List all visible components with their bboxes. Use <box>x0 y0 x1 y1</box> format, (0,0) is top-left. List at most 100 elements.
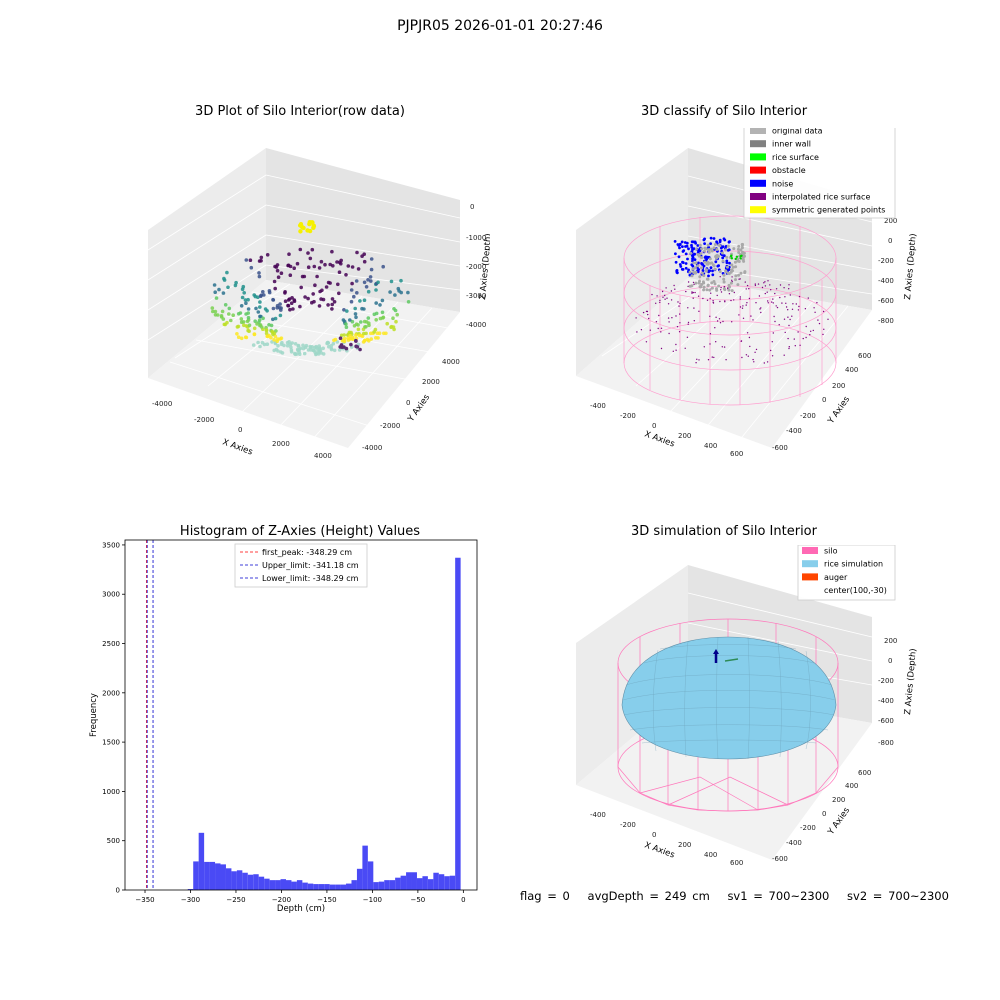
histogram-bar <box>378 881 385 890</box>
classify-point <box>711 356 713 358</box>
classify-point <box>680 240 684 244</box>
histogram-bar <box>411 872 417 890</box>
raw-point <box>358 299 362 303</box>
classify-point <box>706 243 710 247</box>
raw-point <box>278 313 283 318</box>
classify-point <box>709 266 713 270</box>
classify-point <box>745 354 748 356</box>
classify-point <box>661 290 664 293</box>
classify-point <box>787 309 789 311</box>
raw-left-pane <box>148 148 266 378</box>
classify-point <box>722 280 726 284</box>
classify-xtick: -400 <box>590 402 606 410</box>
classify-3d-plot: -400 -200 0 200 400 600 -600 -400 -200 0… <box>576 128 919 458</box>
classify-point <box>731 265 735 269</box>
simulation-ytick: 200 <box>832 796 845 804</box>
classify-point <box>771 301 773 303</box>
classify-point <box>773 315 775 318</box>
classify-point <box>720 291 723 293</box>
raw-point <box>394 319 398 324</box>
raw-point <box>283 299 288 303</box>
classify-xlabel: X Axies <box>643 429 676 449</box>
raw-point <box>242 323 246 328</box>
histogram-xtick-label: −300 <box>181 896 200 904</box>
histogram-bar <box>427 879 434 890</box>
classify-point <box>737 273 741 277</box>
classify-point <box>740 246 744 250</box>
raw-point <box>301 225 306 231</box>
raw-point <box>214 296 219 300</box>
classify-point <box>687 268 690 272</box>
classify-point <box>727 283 731 287</box>
raw-point <box>272 338 276 342</box>
legend-label: noise <box>772 179 793 188</box>
classify-point <box>703 237 706 241</box>
raw-point <box>380 310 385 315</box>
classify-point <box>798 295 801 298</box>
classify-point <box>700 266 704 270</box>
raw-point <box>271 317 275 322</box>
histogram-bar <box>335 884 341 890</box>
classify-ztick: -200 <box>878 257 894 265</box>
raw-point <box>289 348 294 352</box>
raw-point <box>350 319 355 324</box>
raw-point <box>245 319 250 324</box>
classify-point <box>679 322 681 324</box>
classify-point <box>694 247 698 251</box>
classify-point <box>791 308 794 310</box>
raw-point <box>229 318 233 323</box>
classify-point <box>779 284 782 286</box>
histogram-ytick-label: 500 <box>107 837 120 845</box>
classify-point <box>705 258 708 261</box>
classify-point <box>817 319 819 321</box>
raw-point <box>246 311 250 315</box>
histogram-bar <box>247 874 254 890</box>
raw-point <box>247 329 251 333</box>
raw-point <box>363 325 367 329</box>
classify-point <box>770 289 772 291</box>
classify-point <box>693 320 695 322</box>
legend-swatch <box>802 573 818 581</box>
raw-point <box>306 251 310 255</box>
classify-xtick: 600 <box>730 450 743 458</box>
raw-point <box>321 352 326 356</box>
classify-point <box>698 243 702 247</box>
histogram-xtick-label: −50 <box>410 896 425 904</box>
raw-point <box>332 348 337 353</box>
raw-point <box>275 268 280 273</box>
raw-point <box>266 334 270 339</box>
raw-point <box>275 303 280 308</box>
classify-ztick: -600 <box>878 297 894 305</box>
classify-point <box>788 347 790 350</box>
classify-point <box>687 307 689 309</box>
classify-point <box>734 274 738 278</box>
raw-point <box>288 273 293 277</box>
raw-point <box>385 321 389 326</box>
raw-point <box>301 346 306 351</box>
raw-point <box>272 348 276 353</box>
raw-point <box>311 292 315 296</box>
classify-point <box>712 302 715 304</box>
avg-depth-value: avgDepth = 249 cm <box>587 889 710 903</box>
legend-label: silo <box>824 547 838 556</box>
classify-point <box>707 274 710 278</box>
classify-point <box>730 257 734 260</box>
legend-label: original data <box>772 128 823 136</box>
classify-point <box>771 341 773 343</box>
classify-point <box>728 261 731 265</box>
legend-label: inner wall <box>772 140 811 149</box>
classify-point <box>687 281 690 283</box>
raw-point <box>308 256 313 261</box>
legend-label: auger <box>824 573 848 582</box>
classify-point <box>797 309 800 311</box>
raw-point <box>273 334 278 339</box>
raw-xtick: 2000 <box>272 440 290 448</box>
legend-swatch <box>750 193 766 200</box>
legend-box <box>797 545 896 601</box>
classify-point <box>720 286 722 289</box>
simulation-legend: silo rice simulation auger center(100,-30) <box>797 545 896 601</box>
classify-point <box>698 359 700 361</box>
classify-point <box>706 284 710 288</box>
classify-point <box>730 299 732 302</box>
classify-point <box>725 359 727 361</box>
